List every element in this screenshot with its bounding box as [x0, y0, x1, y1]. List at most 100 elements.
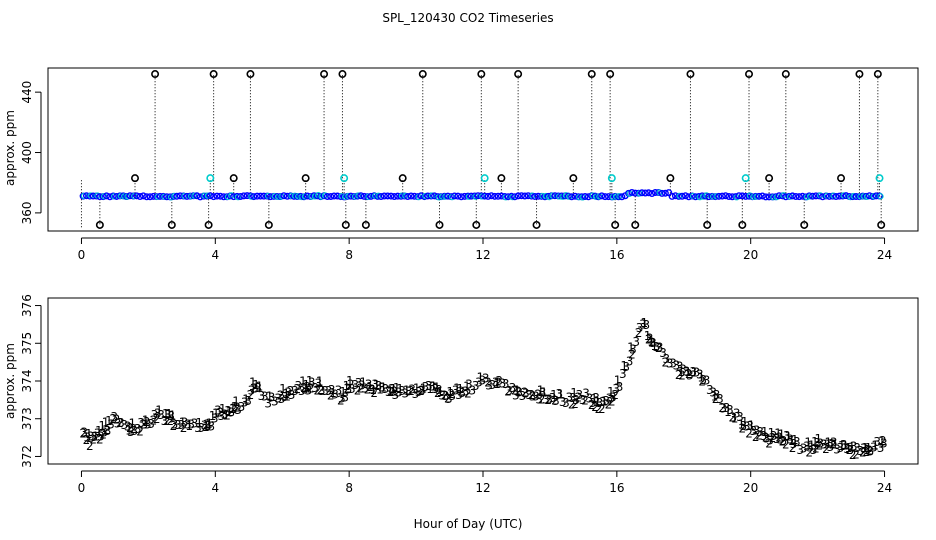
data-point — [715, 192, 723, 200]
data-point-series-2: 2 — [712, 392, 720, 406]
data-point — [735, 192, 743, 200]
data-point — [347, 192, 355, 200]
data-point — [240, 192, 248, 200]
data-point-series-1: 1 — [677, 365, 685, 379]
data-point-series-2: 2 — [96, 432, 104, 446]
outlier-point — [480, 174, 489, 183]
data-point-series-1: 1 — [838, 439, 846, 453]
outlier-point — [738, 220, 747, 229]
data-point-series-3: 3 — [187, 418, 195, 432]
data-point-series-2: 2 — [544, 393, 552, 407]
data-point-series-3: 3 — [201, 419, 209, 433]
data-point — [628, 188, 636, 196]
data-point-series-2: 2 — [99, 428, 107, 442]
data-point-series-3: 3 — [134, 422, 142, 436]
data-point-series-2: 2 — [327, 388, 335, 402]
data-point-series-3: 3 — [582, 386, 590, 400]
data-point-series-3: 3 — [197, 421, 205, 435]
data-point-series-1: 1 — [396, 382, 404, 396]
data-point-series-2: 2 — [812, 442, 820, 456]
data-point-series-2: 2 — [441, 389, 449, 403]
data-point-series-2: 2 — [250, 382, 258, 396]
data-point-series-1: 1 — [329, 386, 337, 400]
data-point-series-3: 3 — [719, 401, 727, 415]
data-point — [568, 193, 576, 201]
data-point-series-2: 2 — [779, 434, 787, 448]
data-point-series-3: 3 — [141, 417, 149, 431]
data-point-series-1: 1 — [249, 376, 257, 390]
data-point-series-3: 3 — [693, 366, 701, 380]
data-point — [484, 192, 492, 200]
data-point-series-1: 1 — [463, 380, 471, 394]
data-point-series-3: 3 — [632, 335, 640, 349]
data-point — [517, 192, 525, 200]
data-point-series-3: 3 — [405, 384, 413, 398]
data-point-series-2: 2 — [86, 439, 94, 453]
data-point-series-1: 1 — [162, 407, 170, 421]
data-point-series-3: 3 — [760, 429, 768, 443]
chart-title: SPL_120430 CO2 Timeseries — [382, 11, 553, 25]
data-point-series-1: 1 — [831, 438, 839, 452]
data-point-series-1: 1 — [125, 423, 133, 437]
data-point — [658, 189, 666, 197]
data-point-series-2: 2 — [83, 433, 91, 447]
data-point-series-2: 2 — [391, 385, 399, 399]
data-point-series-2: 2 — [166, 414, 174, 428]
data-point-series-2: 2 — [648, 336, 656, 350]
data-point-series-3: 3 — [770, 429, 778, 443]
data-point-series-2: 2 — [300, 381, 308, 395]
data-point-series-2: 2 — [434, 386, 442, 400]
data-point-series-2: 2 — [230, 402, 238, 416]
data-point-series-3: 3 — [482, 371, 490, 385]
data-point-series-3: 3 — [207, 419, 215, 433]
data-point-series-2: 2 — [846, 443, 854, 457]
outlier-point — [151, 70, 160, 79]
data-point-series-2: 2 — [588, 398, 596, 412]
data-point — [728, 193, 736, 201]
data-point-series-3: 3 — [622, 360, 630, 374]
data-point-series-2: 2 — [344, 382, 352, 396]
data-point — [809, 192, 817, 200]
data-point-series-3: 3 — [703, 374, 711, 388]
data-point-series-3: 3 — [231, 400, 239, 414]
data-point-series-3: 3 — [877, 441, 885, 455]
data-point — [511, 193, 519, 201]
data-point-series-1: 1 — [691, 366, 699, 380]
data-point-series-3: 3 — [606, 392, 614, 406]
data-point-series-2: 2 — [698, 374, 706, 388]
data-point-series-3: 3 — [335, 384, 343, 398]
data-point — [451, 192, 459, 200]
data-point-series-3: 3 — [418, 383, 426, 397]
data-point-series-1: 1 — [369, 383, 377, 397]
data-point-series-1: 1 — [205, 417, 213, 431]
outlier-point — [361, 220, 370, 229]
data-point — [681, 192, 689, 200]
data-point-series-3: 3 — [535, 393, 543, 407]
data-point-series-3: 3 — [837, 441, 845, 455]
data-point-series-3: 3 — [636, 321, 644, 335]
data-point-series-1: 1 — [165, 407, 173, 421]
data-point-series-3: 3 — [873, 435, 881, 449]
top-y-tick-label: 400 — [20, 141, 34, 164]
data-point-series-3: 3 — [248, 383, 256, 397]
data-point — [852, 192, 860, 200]
data-point-series-2: 2 — [655, 341, 663, 355]
data-point-series-3: 3 — [669, 357, 677, 371]
data-point-series-3: 3 — [549, 391, 557, 405]
top-spike-stems — [80, 74, 882, 228]
data-point-series-3: 3 — [171, 417, 179, 431]
data-point-series-3: 3 — [234, 403, 242, 417]
data-point-series-1: 1 — [339, 385, 347, 399]
outlier-point — [472, 220, 481, 229]
data-point — [323, 193, 331, 201]
data-point-series-2: 2 — [417, 384, 425, 398]
x-axis-title: Hour of Day (UTC) — [414, 517, 523, 531]
data-point-series-1: 1 — [209, 409, 217, 423]
data-point-series-3: 3 — [318, 384, 326, 398]
data-point-series-3: 3 — [689, 365, 697, 379]
data-point — [645, 189, 653, 197]
data-point-series-2: 2 — [815, 438, 823, 452]
data-point-series-1: 1 — [102, 416, 110, 430]
data-point-series-3: 3 — [545, 393, 553, 407]
